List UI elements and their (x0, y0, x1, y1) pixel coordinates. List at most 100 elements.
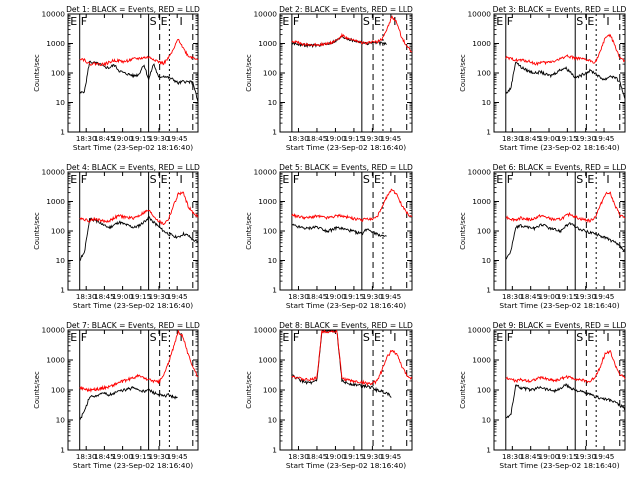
y-tick-label: 1000 (46, 197, 65, 206)
event-letter: I (393, 15, 396, 28)
y-axis-label: Counts/sec (245, 371, 253, 409)
y-tick-label: 100 (51, 386, 65, 395)
x-tick-label: 19:30 (575, 292, 596, 301)
x-tick-label: 18:45 (520, 134, 541, 143)
panel-4: Det 4: BLACK = Events, RED = LLD 1 10 100 10… (33, 163, 200, 310)
event-letter: E (496, 15, 503, 28)
x-tick-label: 19:15 (344, 452, 365, 461)
event-letter: S (363, 173, 370, 186)
y-tick-label: 10 (268, 256, 278, 265)
y-tick-label: 1 (486, 446, 491, 455)
panel-5: Det 5: BLACK = Events, RED = LLD 1 10 100 10… (245, 163, 413, 310)
series-events-black (291, 223, 387, 237)
x-tick-label: 18:30 (288, 292, 309, 301)
x-tick-label: 18:45 (307, 292, 328, 301)
y-tick-label: 10 (268, 416, 278, 425)
x-tick-label: 19:00 (112, 134, 133, 143)
y-tick-label: 100 (477, 69, 491, 78)
event-letter: E (70, 15, 77, 28)
event-letter: F (81, 173, 87, 186)
event-letter: I (393, 331, 396, 344)
x-tick-label: 18:30 (76, 452, 97, 461)
x-tick-label: 18:45 (520, 292, 541, 301)
x-tick-label: 19:45 (167, 292, 188, 301)
x-tick-label: 19:00 (112, 292, 133, 301)
y-tick-label: 1000 (46, 39, 65, 48)
y-axis-label: Counts/sec (459, 212, 467, 250)
y-tick-label: 1 (60, 128, 65, 137)
series-events-black (79, 386, 178, 421)
series-lld-red (79, 38, 199, 67)
x-tick-label: 19:15 (344, 134, 365, 143)
event-letter: S (576, 173, 583, 186)
y-tick-label: 100 (51, 69, 65, 78)
y-tick-label: 10 (268, 98, 278, 107)
y-tick-label: 100 (51, 227, 65, 236)
y-tick-label: 1000 (258, 197, 277, 206)
y-axis-label: Counts/sec (33, 54, 41, 92)
x-tick-label: 19:30 (149, 134, 170, 143)
x-tick-label: 19:45 (381, 292, 402, 301)
event-letter: S (363, 331, 370, 344)
y-tick-label: 1000 (258, 39, 277, 48)
event-letter: E (587, 173, 594, 186)
event-letter: F (507, 331, 513, 344)
x-tick-label: 18:30 (76, 292, 97, 301)
x-tick-label: 18:45 (307, 452, 328, 461)
x-tick-label: 19:15 (557, 452, 578, 461)
x-tick-label: 19:00 (539, 134, 560, 143)
event-letter: E (161, 15, 168, 28)
x-axis-label: Start Time (23-Sep-02 18:16:40) (499, 461, 619, 470)
x-tick-label: 19:15 (130, 452, 151, 461)
y-tick-label: 10000 (253, 10, 277, 19)
panel-title: Det 3: BLACK = Events, RED = LLD (493, 5, 627, 14)
x-tick-label: 19:30 (362, 292, 383, 301)
panel-9: Det 9: BLACK = Events, RED = LLD 1 10 100 10… (459, 321, 627, 470)
panel-title: Det 7: BLACK = Events, RED = LLD (66, 321, 200, 330)
x-tick-label: 18:30 (288, 452, 309, 461)
event-letter: S (363, 15, 370, 28)
x-tick-label: 19:15 (130, 292, 151, 301)
y-tick-label: 10 (56, 256, 66, 265)
series-events-black (505, 61, 626, 100)
x-tick-label: 19:30 (149, 292, 170, 301)
x-tick-label: 19:15 (344, 292, 365, 301)
event-letter: E (496, 173, 503, 186)
panel-title: Det 8: BLACK = Events, RED = LLD (279, 321, 413, 330)
x-tick-label: 19:15 (557, 292, 578, 301)
y-tick-label: 1000 (472, 197, 491, 206)
y-tick-label: 1 (486, 286, 491, 295)
panel-title: Det 2: BLACK = Events, RED = LLD (279, 5, 413, 14)
x-tick-label: 18:30 (502, 292, 523, 301)
x-tick-label: 19:30 (575, 452, 596, 461)
series-lld-red (505, 350, 626, 384)
event-letter: E (282, 15, 289, 28)
x-tick-label: 18:30 (502, 452, 523, 461)
y-axis-label: Counts/sec (245, 212, 253, 250)
event-letter: S (150, 15, 157, 28)
y-tick-label: 1 (272, 286, 277, 295)
event-letter: E (587, 15, 594, 28)
panel-3: Det 3: BLACK = Events, RED = LLD 1 10 100 10… (459, 5, 627, 152)
y-tick-label: 10000 (467, 326, 491, 335)
event-letter: I (393, 173, 396, 186)
x-tick-label: 19:00 (325, 134, 346, 143)
event-letter: E (161, 173, 168, 186)
x-tick-label: 19:45 (594, 452, 615, 461)
event-letter: S (576, 331, 583, 344)
y-tick-label: 1 (272, 446, 277, 455)
event-letter: E (374, 331, 381, 344)
series-events-black (505, 382, 626, 419)
x-tick-label: 19:15 (557, 134, 578, 143)
x-tick-label: 18:30 (502, 134, 523, 143)
panel-title: Det 1: BLACK = Events, RED = LLD (66, 5, 200, 14)
panel-title: Det 6: BLACK = Events, RED = LLD (493, 163, 627, 172)
panel-2: Det 2: BLACK = Events, RED = LLD 1 10 100 10… (245, 5, 413, 152)
panel-6: Det 6: BLACK = Events, RED = LLD 1 10 100 10… (459, 163, 627, 310)
event-letter: S (576, 15, 583, 28)
event-letter: I (180, 15, 183, 28)
x-tick-label: 19:00 (112, 452, 133, 461)
y-tick-label: 100 (477, 227, 491, 236)
y-tick-label: 10 (56, 416, 66, 425)
